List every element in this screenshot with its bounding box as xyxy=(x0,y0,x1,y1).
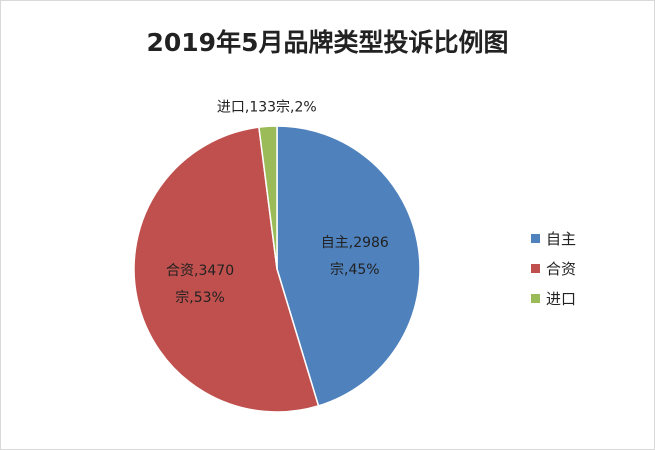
pie-slice xyxy=(133,126,320,413)
legend-item: 自主 xyxy=(531,228,576,249)
pie-slice xyxy=(276,125,421,407)
legend-swatch xyxy=(531,294,540,303)
pie-slice xyxy=(258,125,278,270)
legend-label: 进口 xyxy=(546,290,577,308)
legend-item: 进口 xyxy=(531,288,576,309)
data-label: 合资,3470宗,53% xyxy=(166,263,235,307)
legend-item: 合资 xyxy=(531,258,576,279)
legend-label: 合资 xyxy=(546,260,577,278)
chart-title: 2019年5月品牌类型投诉比例图 xyxy=(146,28,509,57)
data-label: 自主,2986宗,45% xyxy=(320,235,389,279)
legend-swatch xyxy=(531,234,540,243)
legend-swatch xyxy=(531,264,540,273)
data-label: 进口,133宗,2% xyxy=(216,99,317,116)
legend-label: 自主 xyxy=(546,230,577,248)
